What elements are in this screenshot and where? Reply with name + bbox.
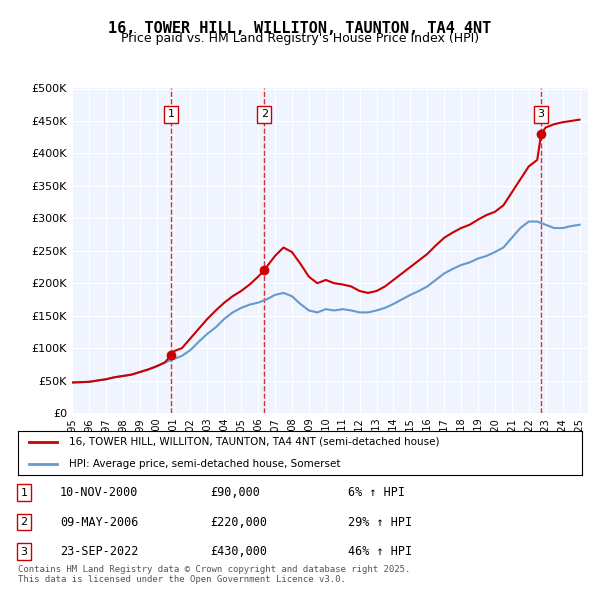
- Text: Contains HM Land Registry data © Crown copyright and database right 2025.
This d: Contains HM Land Registry data © Crown c…: [18, 565, 410, 584]
- Text: 2: 2: [20, 517, 28, 527]
- Text: HPI: Average price, semi-detached house, Somerset: HPI: Average price, semi-detached house,…: [69, 459, 340, 469]
- Text: 3: 3: [20, 547, 28, 556]
- Text: £430,000: £430,000: [210, 545, 267, 558]
- Text: 46% ↑ HPI: 46% ↑ HPI: [348, 545, 412, 558]
- Text: 6% ↑ HPI: 6% ↑ HPI: [348, 486, 405, 499]
- Text: 3: 3: [538, 110, 545, 119]
- Text: 10-NOV-2000: 10-NOV-2000: [60, 486, 139, 499]
- Text: £90,000: £90,000: [210, 486, 260, 499]
- Text: £220,000: £220,000: [210, 516, 267, 529]
- Text: 16, TOWER HILL, WILLITON, TAUNTON, TA4 4NT: 16, TOWER HILL, WILLITON, TAUNTON, TA4 4…: [109, 21, 491, 35]
- Text: 2: 2: [260, 110, 268, 119]
- Text: 16, TOWER HILL, WILLITON, TAUNTON, TA4 4NT (semi-detached house): 16, TOWER HILL, WILLITON, TAUNTON, TA4 4…: [69, 437, 439, 447]
- Text: 29% ↑ HPI: 29% ↑ HPI: [348, 516, 412, 529]
- Text: 1: 1: [167, 110, 175, 119]
- Text: 09-MAY-2006: 09-MAY-2006: [60, 516, 139, 529]
- Text: 23-SEP-2022: 23-SEP-2022: [60, 545, 139, 558]
- Text: 1: 1: [20, 488, 28, 497]
- Text: Price paid vs. HM Land Registry's House Price Index (HPI): Price paid vs. HM Land Registry's House …: [121, 32, 479, 45]
